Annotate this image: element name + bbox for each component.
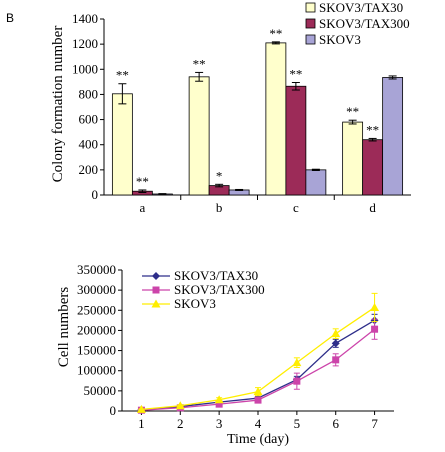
bar — [285, 85, 307, 196]
significance-marker: ** — [366, 122, 379, 137]
colony-bar-chart: Colony formation number 0 200 400 600 800 100… — [50, 0, 411, 215]
bar-chart-category-label: a — [139, 200, 145, 215]
bar — [362, 139, 384, 196]
significance-marker: ** — [346, 104, 359, 119]
bar — [265, 42, 287, 196]
cell-growth-line-chart: Cell numbers Time (day) 0 50000 100000 1500… — [56, 262, 394, 447]
line-chart-y-tick-label: 150000 — [77, 343, 116, 358]
bar-legend-swatch — [305, 34, 316, 45]
line-chart-x-tick-label: 7 — [371, 416, 378, 431]
line-legend-label: SKOV3/TAX30 — [174, 268, 258, 283]
triangle-marker — [136, 404, 146, 413]
bar-chart-category-label: c — [293, 200, 299, 215]
bar-legend-swatch — [305, 18, 316, 29]
significance-marker: ** — [136, 174, 149, 189]
line-chart-x-axis-label: Time (day) — [227, 432, 289, 447]
significance-marker: ** — [289, 66, 302, 81]
bar-chart-category-label: b — [216, 200, 223, 215]
line-chart-y-tick-label: 350000 — [77, 262, 116, 277]
bar-legend-label: SKOV3/TAX300 — [319, 16, 410, 31]
bar-chart-y-tick-label: 400 — [79, 137, 99, 152]
line-chart-y-tick-label: 50000 — [84, 383, 117, 398]
diamond-marker — [331, 339, 340, 348]
bar — [382, 77, 404, 196]
line-chart-y-tick-label: 100000 — [77, 363, 116, 378]
square-marker — [152, 286, 160, 294]
triangle-marker — [253, 387, 263, 396]
significance-marker: ** — [116, 68, 129, 83]
line-chart-y-tick-label: 0 — [110, 403, 117, 418]
bar-chart-y-axis-label: Colony formation number — [50, 26, 66, 183]
bar-chart-category-label: d — [369, 200, 376, 215]
line-legend-label: SKOV3 — [174, 296, 216, 311]
triangle-marker — [331, 329, 341, 338]
line-chart-y-tick-label: 250000 — [77, 302, 116, 317]
bar-chart-bars: *************** — [111, 26, 404, 196]
line-legend-label: SKOV3/TAX300 — [174, 282, 265, 297]
bar-chart-y-tick-label: 200 — [79, 162, 99, 177]
line-chart-x-tick-label: 2 — [177, 416, 184, 431]
triangle-marker — [175, 401, 185, 410]
bar — [342, 121, 364, 196]
significance-marker: ** — [193, 56, 206, 71]
triangle-marker — [151, 299, 161, 308]
line-chart-x-tick-label: 1 — [138, 416, 145, 431]
line-chart-y-tick-label: 300000 — [77, 282, 116, 297]
bar-legend-label: SKOV3/TAX30 — [319, 0, 403, 15]
bar-chart-y-tick-label: 800 — [79, 86, 99, 101]
bar — [188, 76, 210, 196]
square-marker — [293, 377, 301, 385]
square-marker — [332, 356, 340, 364]
triangle-marker — [292, 358, 302, 367]
line-chart-x-tick-label: 6 — [332, 416, 339, 431]
bar-chart-axes: 0 200 400 600 800 1000 1200 1400 a b c d — [72, 11, 411, 215]
square-marker — [254, 396, 262, 404]
bar-chart-y-tick-label: 1200 — [72, 36, 98, 51]
line-chart-y-tick-label: 200000 — [77, 322, 116, 337]
square-marker — [371, 325, 379, 333]
line-chart-axes: 0 50000 100000 150000 200000 250000 300000 3500… — [77, 262, 394, 431]
bar-legend-label: SKOV3 — [319, 32, 361, 47]
bar-chart-y-tick-label: 600 — [79, 112, 99, 127]
diamond-marker — [152, 272, 160, 280]
bar-legend-swatch — [305, 2, 316, 13]
bar — [305, 169, 327, 196]
panel-label: B — [6, 11, 14, 25]
significance-marker: ** — [269, 26, 282, 41]
triangle-marker — [370, 302, 380, 311]
line-chart-x-tick-label: 5 — [294, 416, 301, 431]
line-chart-y-axis-label: Cell numbers — [56, 287, 72, 368]
square-marker — [215, 400, 223, 408]
bar — [111, 93, 133, 196]
significance-marker: * — [216, 168, 223, 183]
line-chart-x-tick-label: 4 — [255, 416, 262, 431]
bar-chart-y-tick-label: 1400 — [72, 11, 98, 26]
line-chart-series — [136, 292, 380, 414]
bar-chart-y-tick-label: 1000 — [72, 61, 98, 76]
line-chart-x-tick-label: 3 — [216, 416, 223, 431]
bar-chart-y-tick-label: 0 — [92, 187, 99, 202]
triangle-marker — [214, 395, 224, 404]
